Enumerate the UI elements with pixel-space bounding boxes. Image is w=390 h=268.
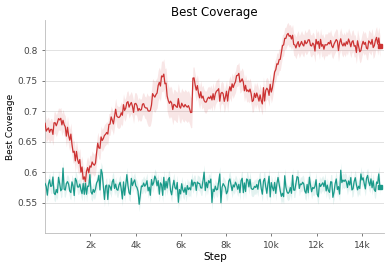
Title: Best Coverage: Best Coverage bbox=[172, 6, 258, 18]
X-axis label: Step: Step bbox=[203, 252, 227, 262]
Y-axis label: Best Coverage: Best Coverage bbox=[5, 93, 14, 159]
